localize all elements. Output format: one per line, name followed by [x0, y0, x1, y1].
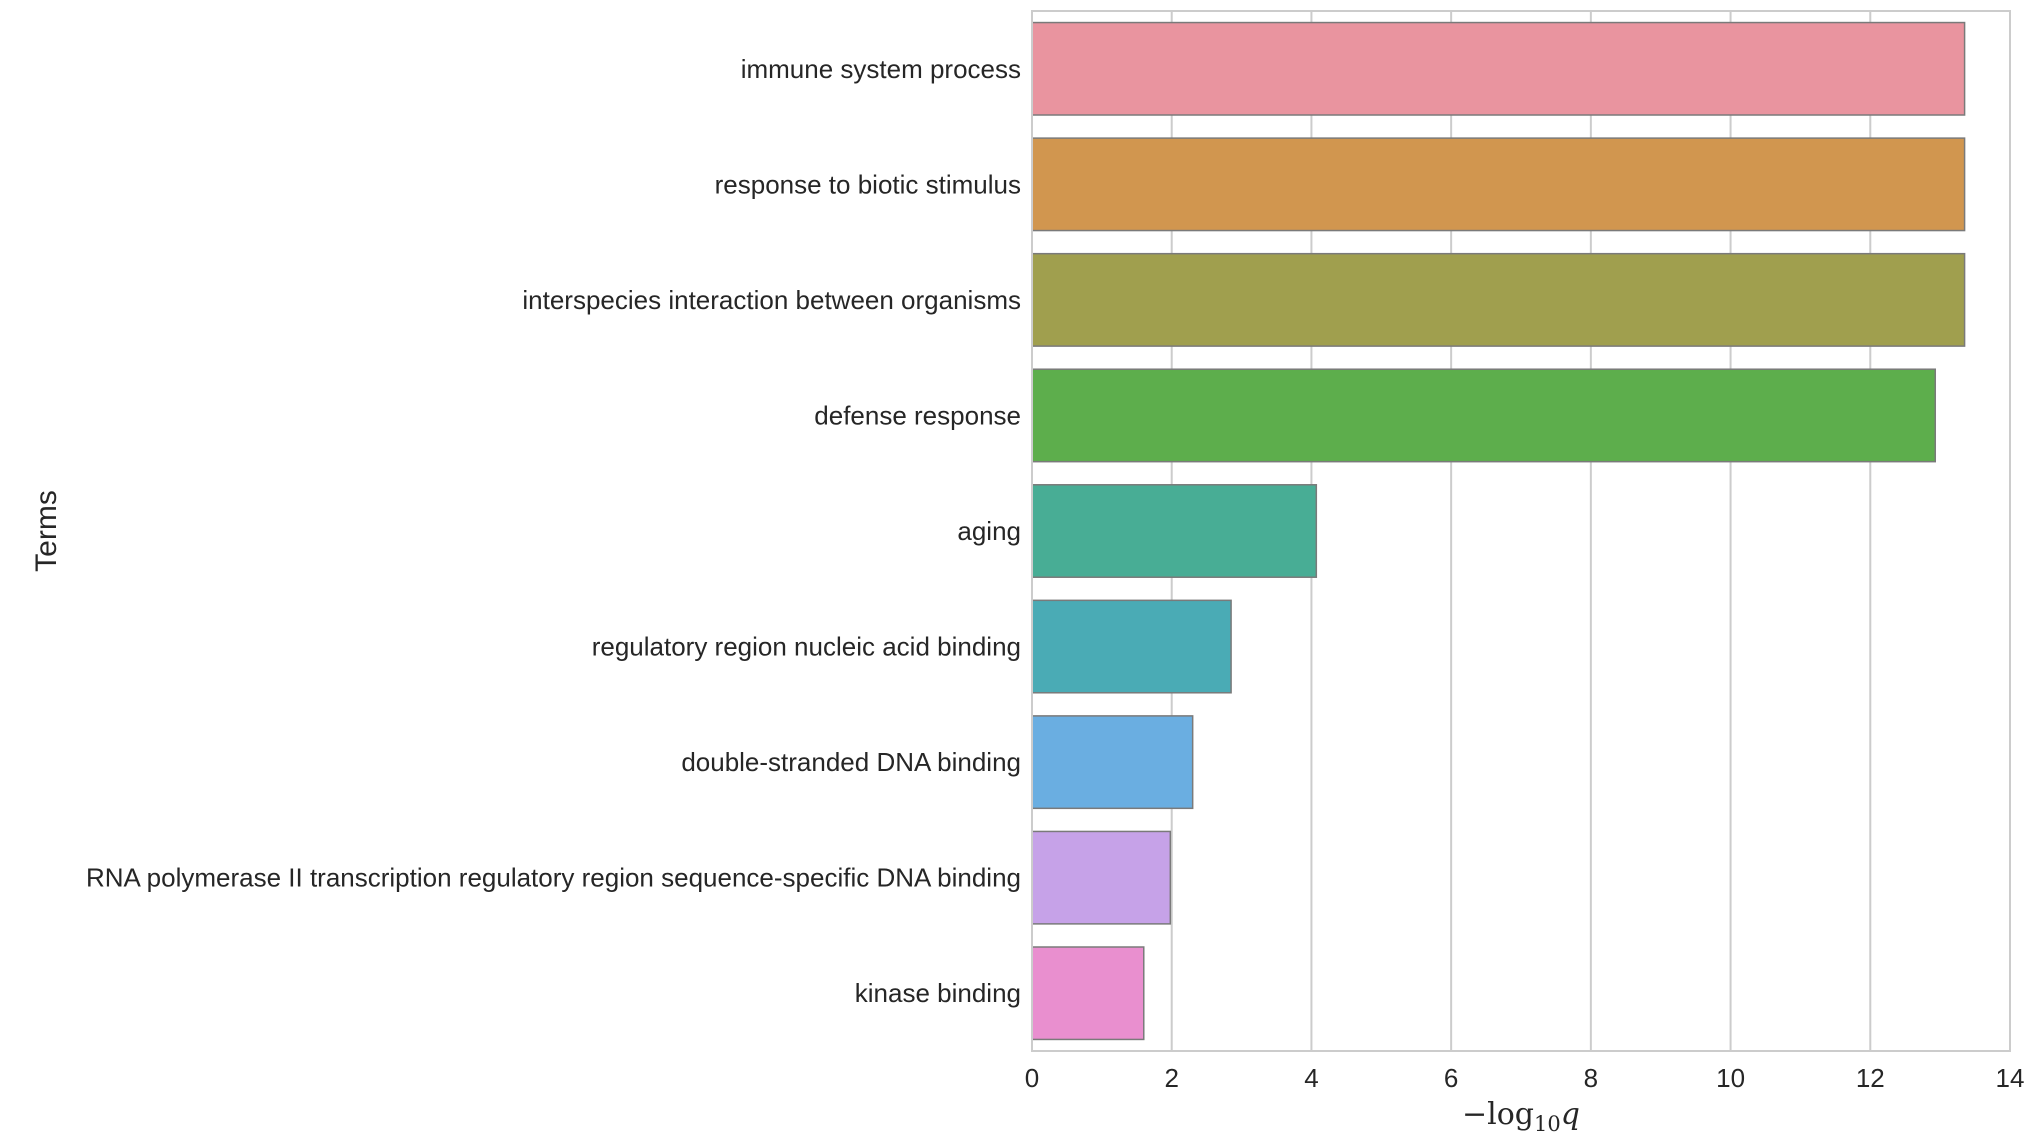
- x-tick-label: 2: [1164, 1063, 1178, 1093]
- category-label: interspecies interaction between organis…: [522, 285, 1021, 315]
- bar: [1031, 946, 1145, 1041]
- category-label: regulatory region nucleic acid binding: [592, 632, 1021, 662]
- x-tick-label: 14: [1996, 1063, 2025, 1093]
- bar: [1031, 599, 1232, 694]
- bar: [1031, 21, 1966, 116]
- x-tick-label: 8: [1584, 1063, 1598, 1093]
- bar: [1031, 484, 1318, 578]
- category-label: defense response: [814, 400, 1021, 430]
- bar: [1031, 715, 1194, 810]
- x-tick-label: 6: [1444, 1063, 1458, 1093]
- x-axis-label: −log10q: [1462, 1097, 1580, 1136]
- category-label: kinase binding: [855, 978, 1021, 1008]
- bar: [1031, 368, 1937, 463]
- bar: [1031, 252, 1966, 347]
- x-tick-label: 10: [1716, 1063, 1745, 1093]
- bar: [1031, 137, 1966, 232]
- x-tick-label: 4: [1304, 1063, 1318, 1093]
- x-tick-labels: 0 2 4 6 8 10 12 14: [1025, 1063, 2025, 1093]
- category-label: aging: [957, 516, 1021, 546]
- x-tick-label: 12: [1856, 1063, 1885, 1093]
- category-label: double-stranded DNA binding: [681, 747, 1021, 777]
- category-labels: immune system process response to biotic …: [86, 54, 1021, 1008]
- bar: [1031, 830, 1172, 925]
- y-axis-label: Terms: [30, 490, 63, 572]
- category-label: response to biotic stimulus: [715, 169, 1021, 199]
- x-tick-label: 0: [1025, 1063, 1039, 1093]
- x-axis-label-prefix: −log: [1462, 1097, 1534, 1132]
- plot-frame: [1031, 10, 2011, 1052]
- x-axis-label-variable: q: [1561, 1097, 1580, 1132]
- category-label: immune system process: [741, 54, 1021, 84]
- x-axis-label-subscript: 10: [1534, 1112, 1561, 1136]
- category-label: RNA polymerase II transcription regulato…: [86, 863, 1021, 893]
